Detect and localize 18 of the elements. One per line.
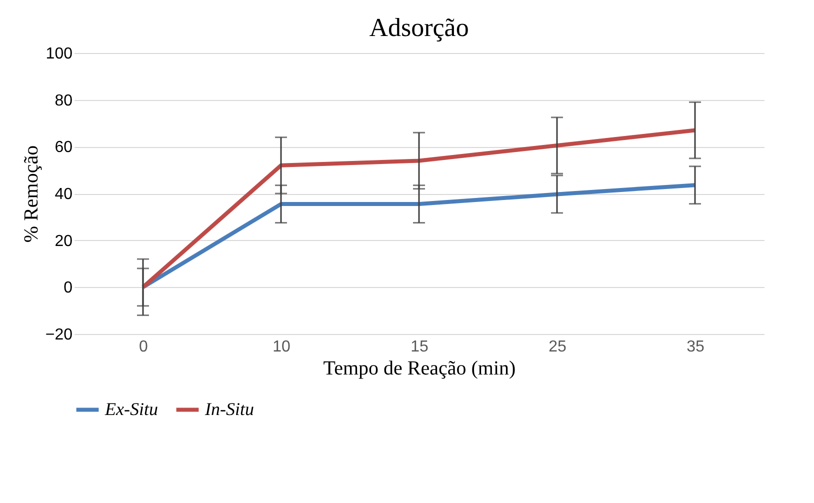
y-tick-label: 0 <box>64 280 73 297</box>
x-tick-label: 15 <box>410 338 428 356</box>
line-series <box>141 128 697 290</box>
x-tick-label: 35 <box>686 338 704 356</box>
y-tick-label: 60 <box>54 139 73 156</box>
y-tick-label: 80 <box>54 92 73 110</box>
y-tick-label: 20 <box>54 232 73 250</box>
chart-title: Adsorção <box>369 13 469 42</box>
x-tick-label: 25 <box>548 338 566 356</box>
y-axis-title: % Remoção <box>20 145 42 243</box>
legend-label: Ex-Situ <box>104 398 158 419</box>
y-tick-label: 40 <box>54 186 73 203</box>
y-tick-label: 100 <box>46 46 73 62</box>
x-axis-title: Tempo de Reação (min) <box>323 358 516 380</box>
y-tick-label: −20 <box>45 326 73 344</box>
x-tick-label: 10 <box>272 338 290 356</box>
x-tick-label: 0 <box>139 338 148 356</box>
legend-label: In-Situ <box>204 398 254 419</box>
